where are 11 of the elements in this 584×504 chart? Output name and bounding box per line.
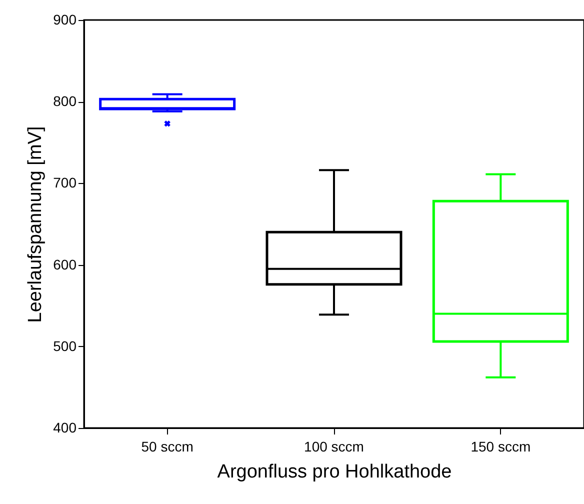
x-tick-label: 100 sccm [304,438,364,454]
x-axis-title: Argonfluss pro Hohlkathode [217,462,452,482]
y-tick-label: 700 [53,174,77,191]
x-tick-label: 150 sccm [470,438,531,454]
y-tick-label: 900 [53,12,77,28]
y-tick-label: 600 [53,256,77,272]
x-tick-label: 50 sccm [141,438,194,454]
y-tick-label: 800 [53,93,77,110]
y-axis-title: Leerlaufspannung [mV] [25,126,46,323]
y-tick-label: 400 [53,420,77,436]
y-tick-label: 500 [53,338,77,354]
